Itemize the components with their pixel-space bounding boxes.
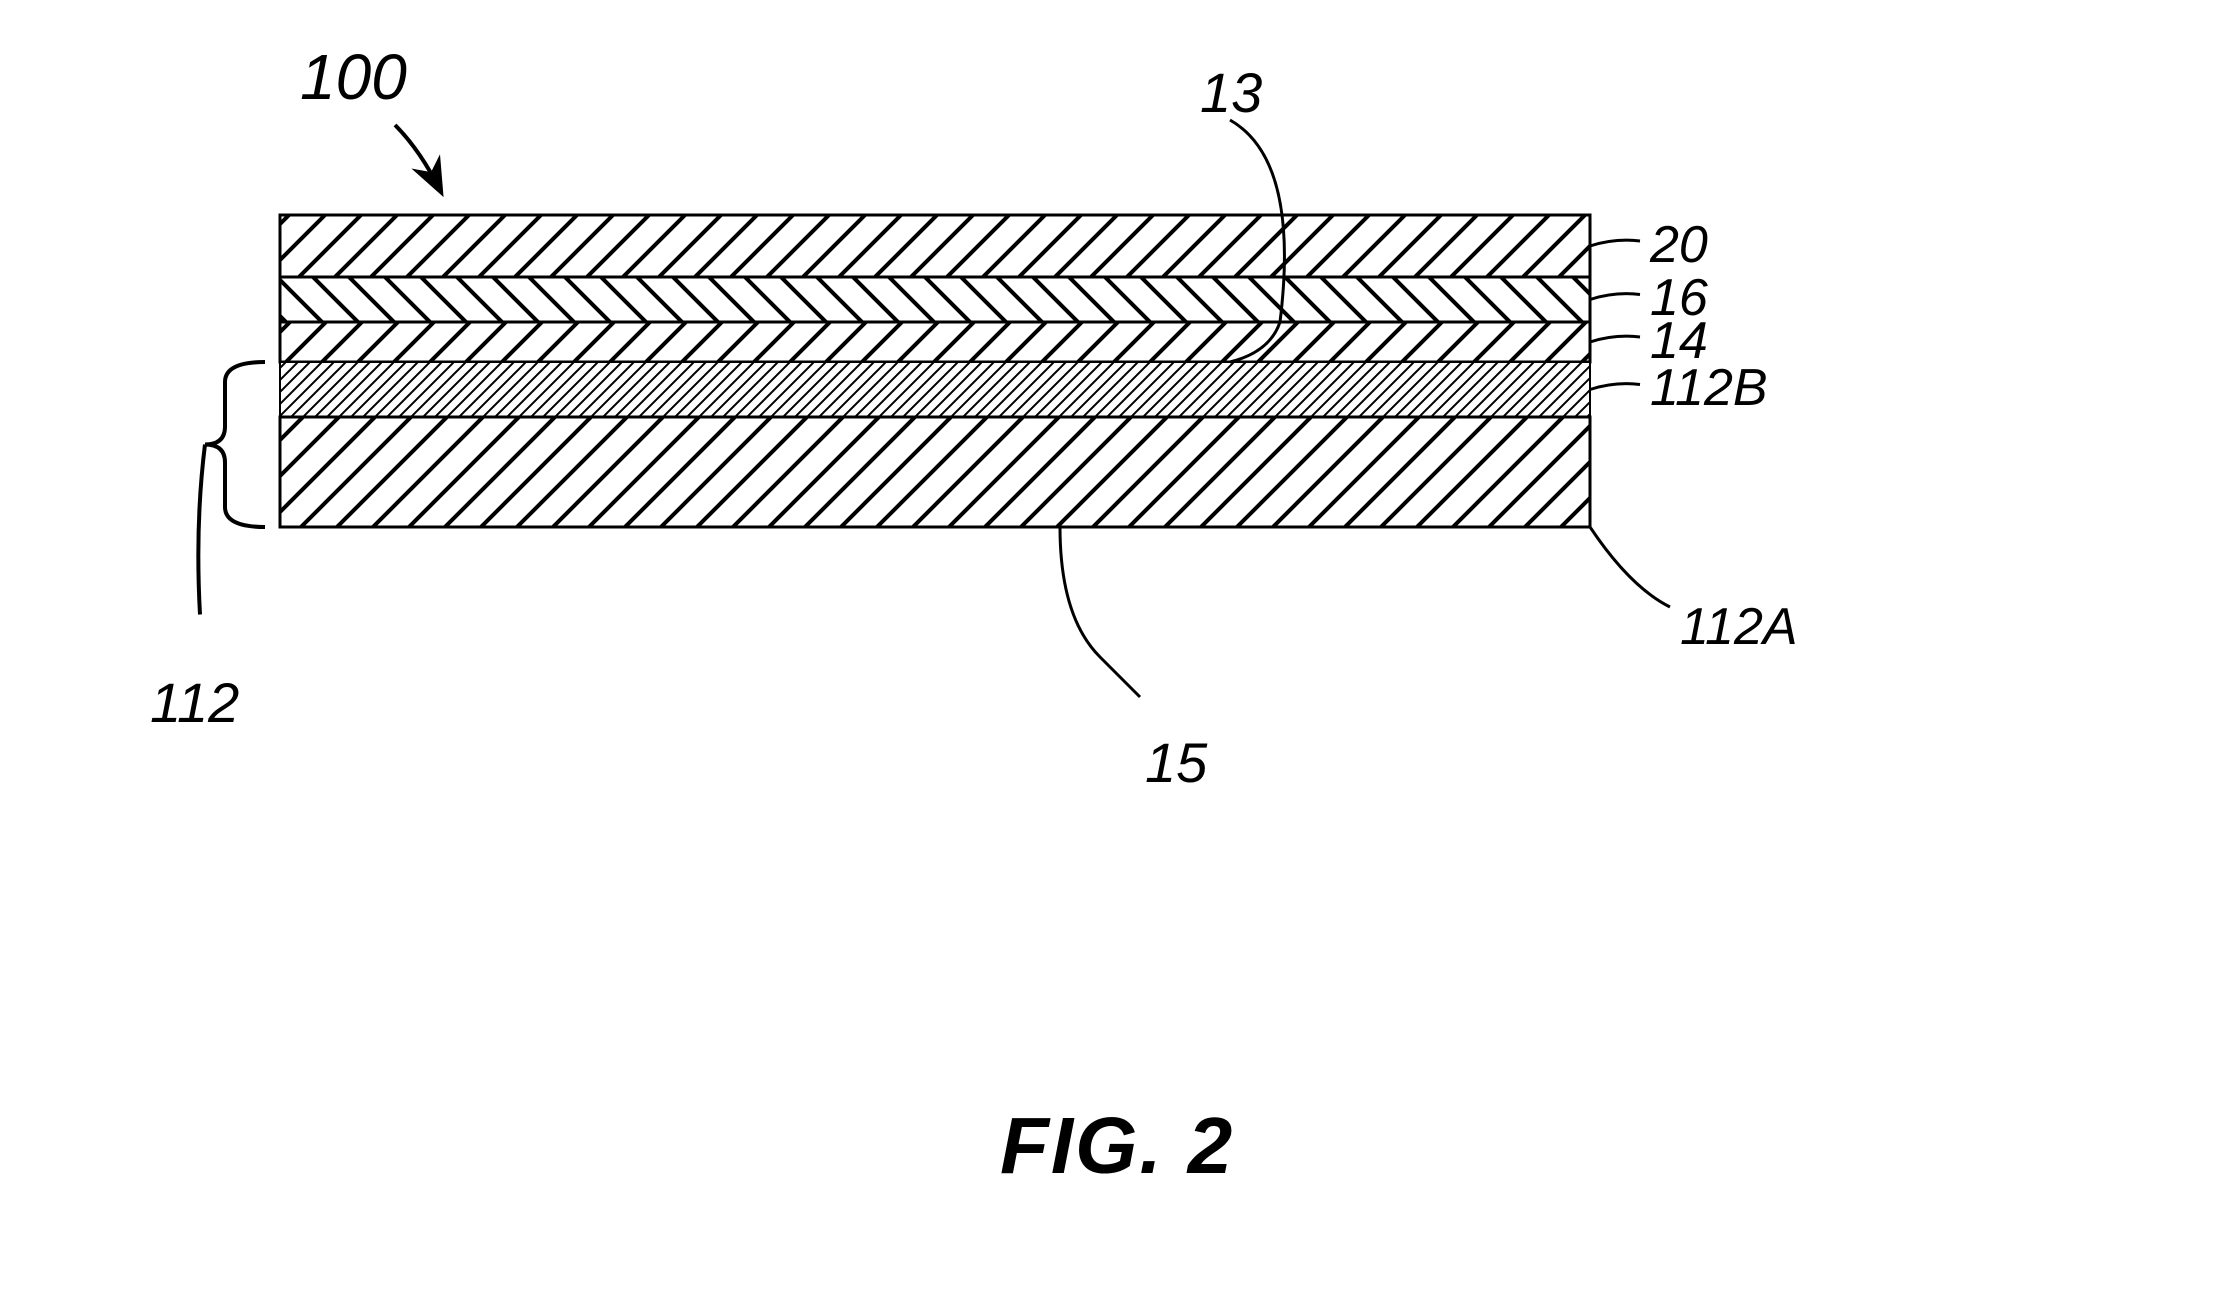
label-13: 13 (1200, 60, 1262, 125)
lead-112B (1590, 384, 1640, 390)
layer-20 (280, 215, 1590, 277)
label-112A: 112A (1680, 597, 1798, 657)
label-100: 100 (300, 40, 407, 114)
label-112B: 112B (1650, 358, 1768, 418)
layer-14 (280, 322, 1590, 362)
bracket-112-tail (198, 445, 205, 615)
lead-20 (1590, 240, 1640, 246)
figure-caption: FIG. 2 (1000, 1100, 1234, 1192)
label-15: 15 (1145, 730, 1207, 795)
lead-14 (1590, 336, 1640, 342)
bracket-112 (205, 362, 265, 527)
layer-112A (280, 417, 1590, 527)
layer-112B (280, 362, 1590, 417)
label-20: 20 (1650, 215, 1708, 275)
label-112: 112 (150, 670, 239, 735)
lead-112A (1590, 527, 1670, 607)
lead-line-15 (1060, 527, 1140, 697)
layer-stack (280, 215, 1590, 527)
arrow-100 (395, 125, 440, 190)
layer-16 (280, 277, 1590, 322)
lead-16 (1590, 294, 1640, 300)
